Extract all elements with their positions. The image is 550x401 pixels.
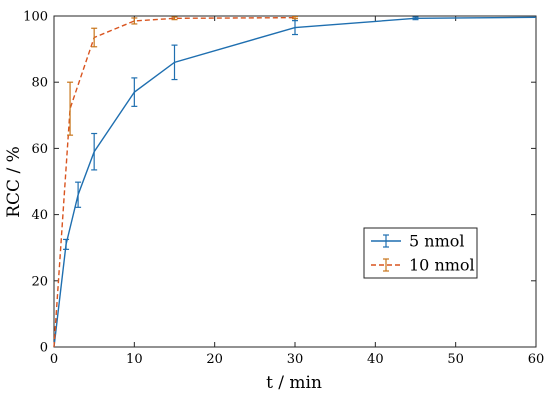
legend-label: 5 nmol <box>409 232 465 251</box>
error-bar <box>91 27 98 48</box>
error-bar <box>67 81 74 136</box>
series-line <box>53 16 296 348</box>
axis-ticks: 0 10 20 30 40 50 60 0 20 40 60 80 100 <box>23 10 544 368</box>
error-bar <box>131 17 138 25</box>
x-tick-label: 10 <box>126 352 143 367</box>
y-tick-label: 100 <box>23 10 48 25</box>
error-bar <box>63 238 70 250</box>
error-bar <box>412 16 419 21</box>
y-tick-label: 20 <box>31 274 48 289</box>
error-bar <box>91 132 98 171</box>
plot-frame <box>53 15 537 348</box>
x-tick-label: 0 <box>50 352 58 367</box>
legend-label: 10 nmol <box>409 256 475 275</box>
error-bar <box>292 16 298 20</box>
error-bar <box>171 44 178 81</box>
y-tick-label: 80 <box>31 76 48 91</box>
y-tick-label: 0 <box>40 341 48 356</box>
error-bar <box>292 20 298 36</box>
series-layer <box>53 16 537 348</box>
series-line <box>53 16 537 348</box>
x-axis-label: t / min <box>266 373 322 393</box>
x-tick-label: 30 <box>287 352 304 367</box>
error-bar <box>171 16 178 21</box>
legend-box <box>363 227 478 279</box>
y-tick-label: 60 <box>31 142 48 157</box>
x-tick-label: 20 <box>206 352 223 367</box>
x-tick-label: 60 <box>528 352 545 367</box>
x-tick-label: 40 <box>367 352 384 367</box>
error-bar <box>75 181 82 208</box>
series-2 <box>53 16 298 348</box>
legend: 5 nmol 10 nmol <box>363 227 478 279</box>
series-1 <box>53 16 537 348</box>
x-tick-label: 50 <box>447 352 464 367</box>
y-tick-label: 40 <box>31 208 48 223</box>
y-axis-label: RCC / % <box>4 146 24 218</box>
plot-box <box>53 15 537 348</box>
error-bar <box>131 77 138 107</box>
legend-item: 10 nmol <box>371 256 475 275</box>
legend-item: 5 nmol <box>371 232 465 251</box>
